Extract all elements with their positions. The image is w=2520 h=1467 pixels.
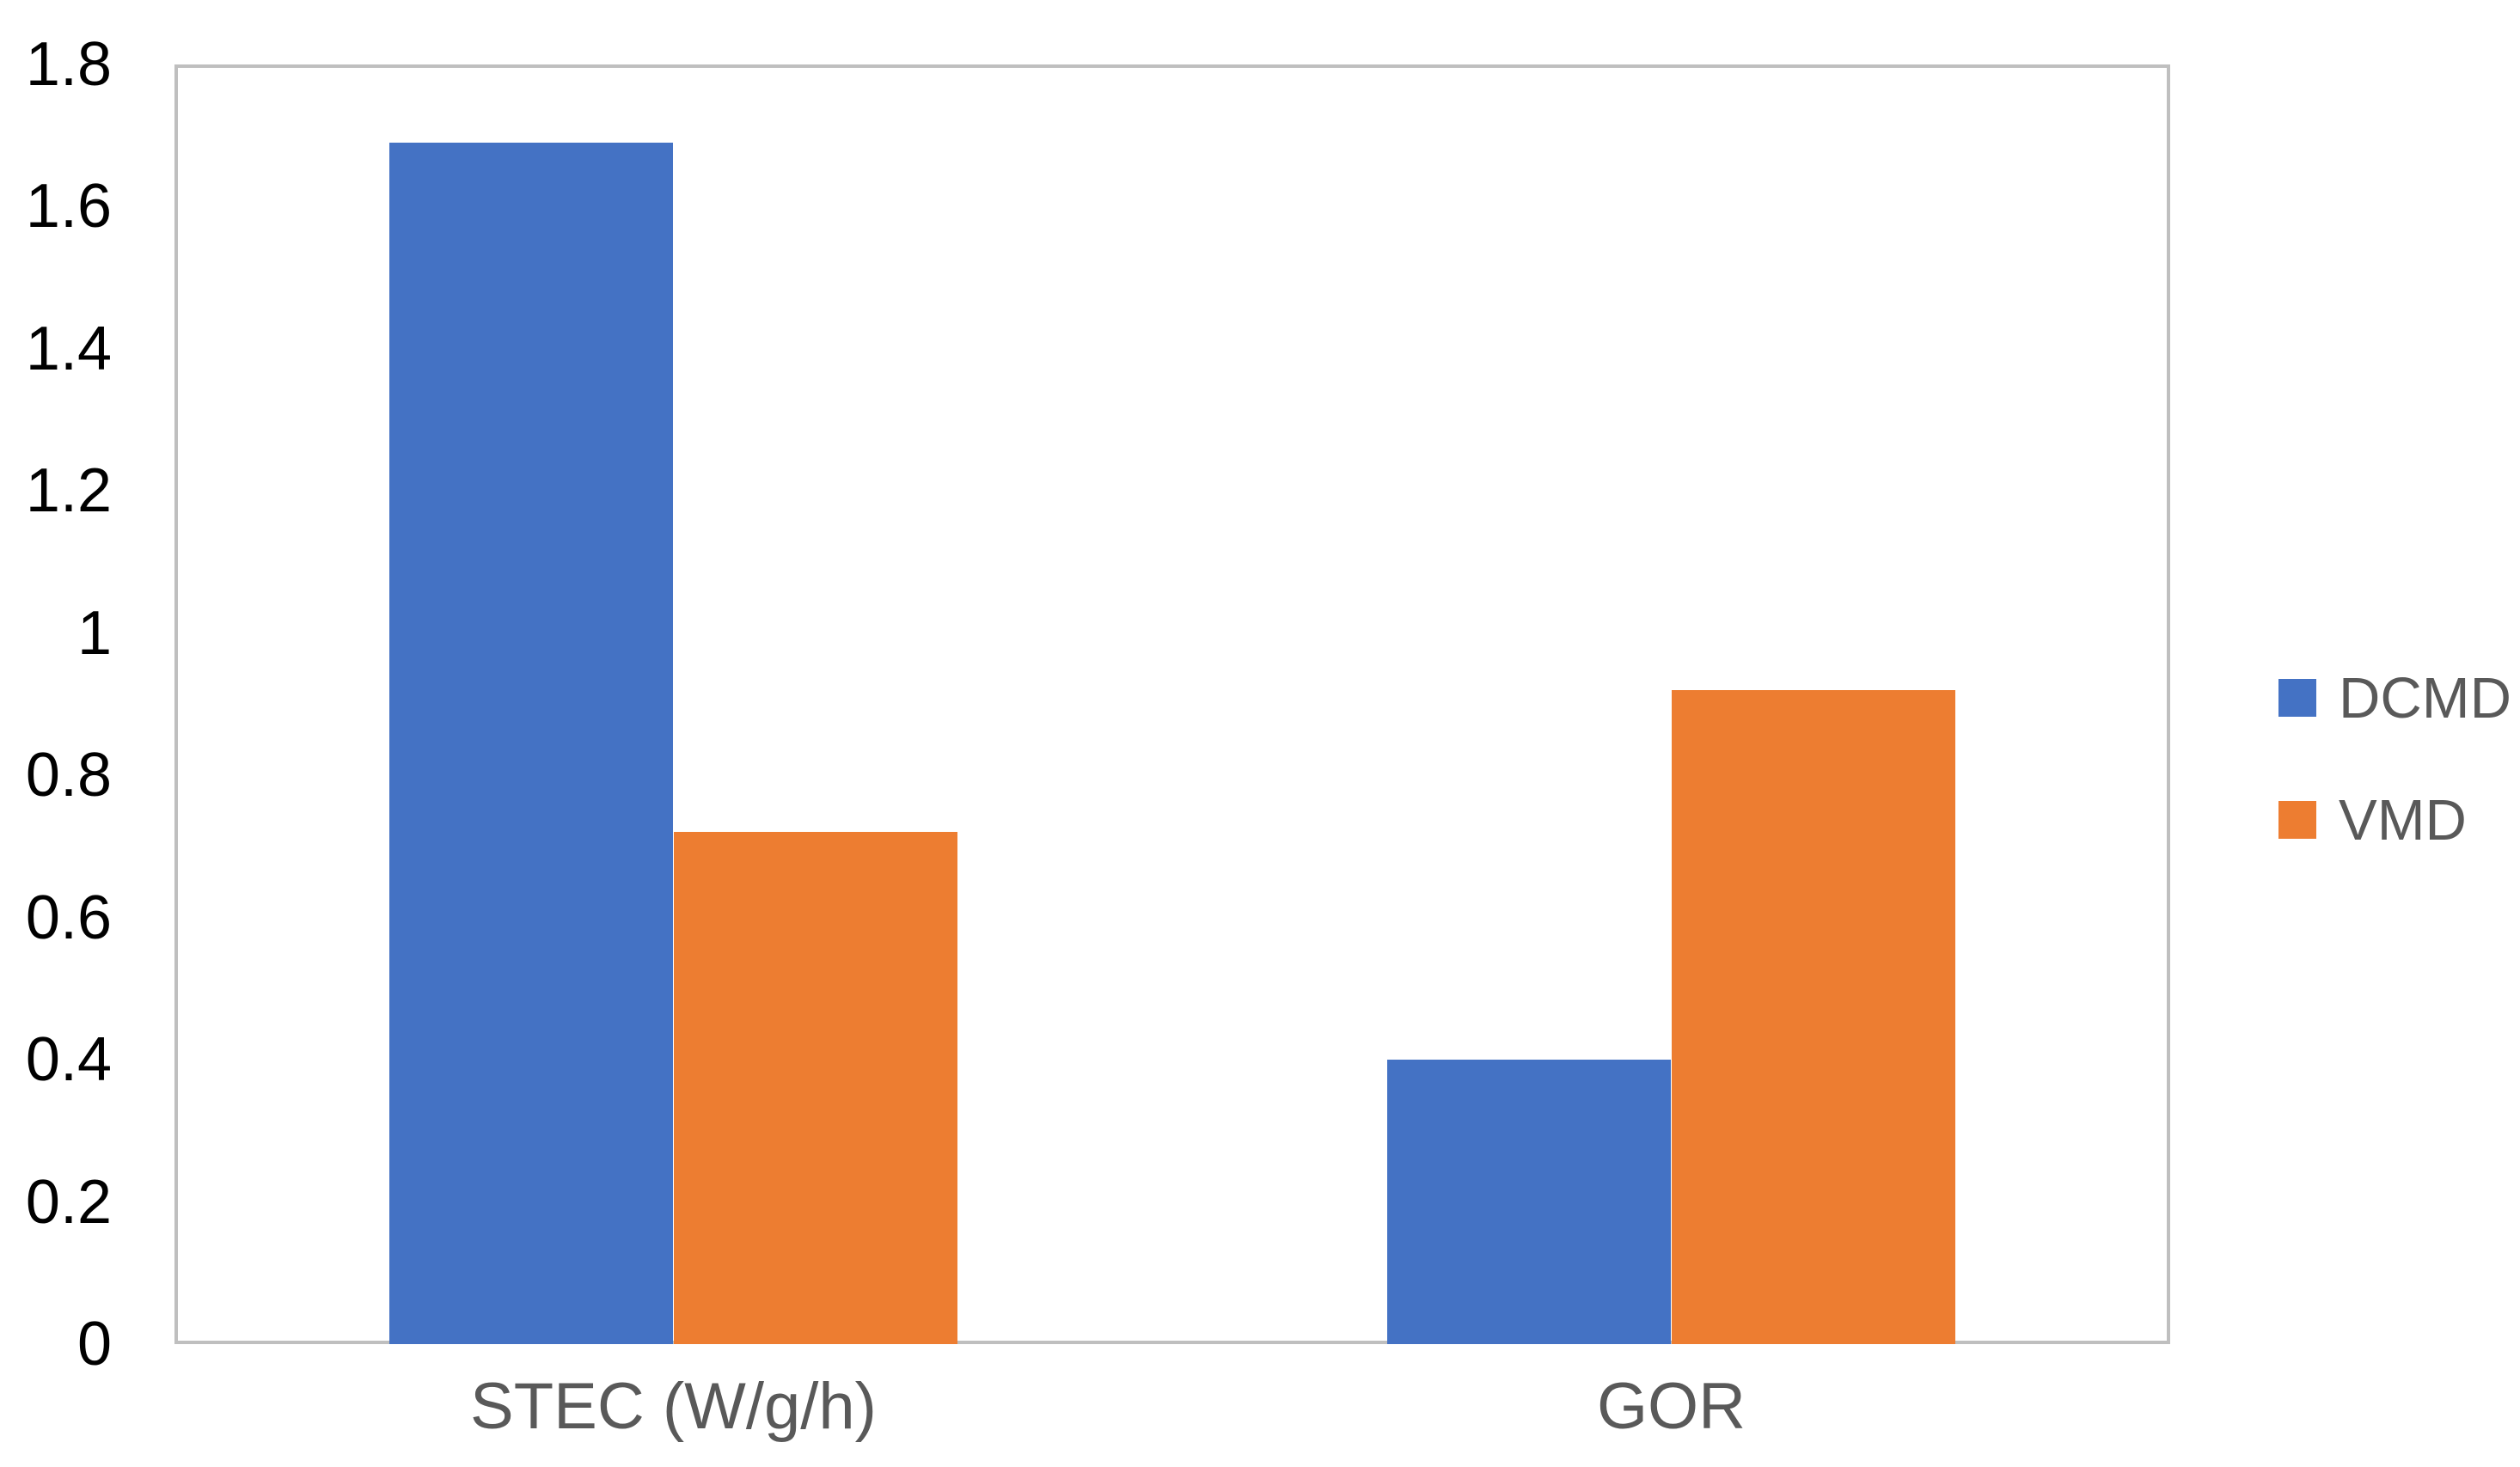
y-tick-label: 0 [76,1310,112,1378]
legend-label-vmd: VMD [2339,787,2467,853]
y-tick-label: 1 [76,598,112,668]
plot-border [174,64,2170,1344]
y-tick-label: 0.8 [25,741,112,810]
bar-group-stec [174,64,1172,1344]
category-label-stec: STEC (W/g/h) [470,1370,877,1443]
bar-dcmd-stec [388,143,674,1344]
plot-area [174,64,2170,1344]
y-tick-label: 1.8 [25,30,112,99]
bar-vmd-gor [1671,689,1956,1344]
legend-item-vmd: VMD [2278,785,2511,854]
legend-label-dcmd: DCMD [2339,665,2511,730]
y-tick-label: 0.6 [25,883,112,952]
y-tick-label: 0.4 [25,1025,112,1095]
y-axis: 0 0.2 0.4 0.6 0.8 1 1.2 1.4 1.6 1.8 [0,34,112,1375]
legend-item-dcmd: DCMD [2278,663,2511,732]
y-tick-label: 0.2 [25,1167,112,1237]
legend-swatch-vmd [2278,801,2316,839]
y-tick-label: 1.4 [25,314,112,383]
bar-dcmd-gor [1386,1060,1672,1344]
legend: DCMD VMD [2278,663,2511,854]
bar-group-gor [1172,64,2170,1344]
bar-vmd-stec [673,832,958,1344]
y-tick-label: 1.6 [25,172,112,241]
y-tick-label: 1.2 [25,456,112,526]
legend-swatch-dcmd [2278,679,2316,717]
x-axis: STEC (W/g/h) GOR [174,1369,2170,1444]
category-label-gor: GOR [1596,1370,1746,1443]
